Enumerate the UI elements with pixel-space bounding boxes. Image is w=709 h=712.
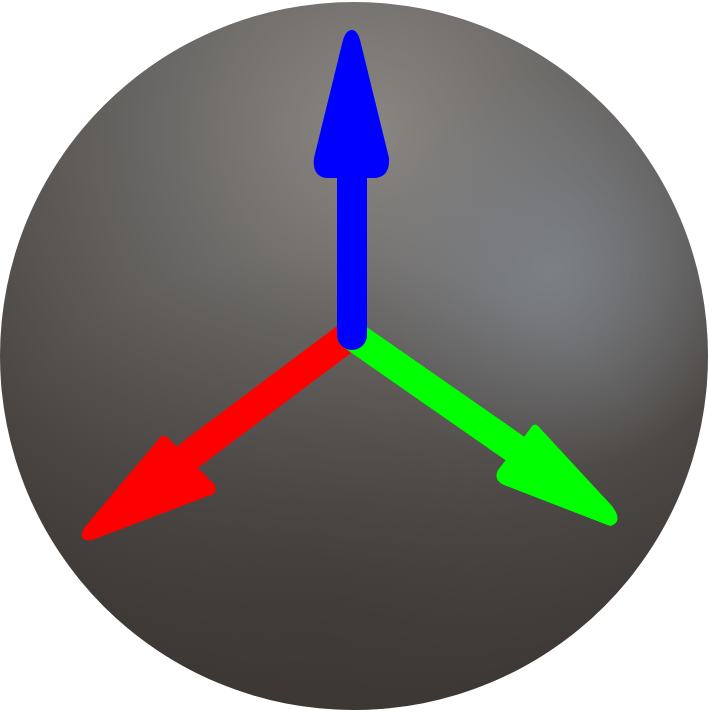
blue-arrow-icon bbox=[313, 30, 390, 178]
green-arrow-icon bbox=[496, 424, 618, 526]
red-arrow-icon bbox=[81, 435, 216, 541]
y-axis-arrow[interactable] bbox=[337, 320, 618, 526]
x-axis-arrow[interactable] bbox=[81, 320, 365, 541]
z-axis-arrow[interactable] bbox=[313, 30, 390, 350]
